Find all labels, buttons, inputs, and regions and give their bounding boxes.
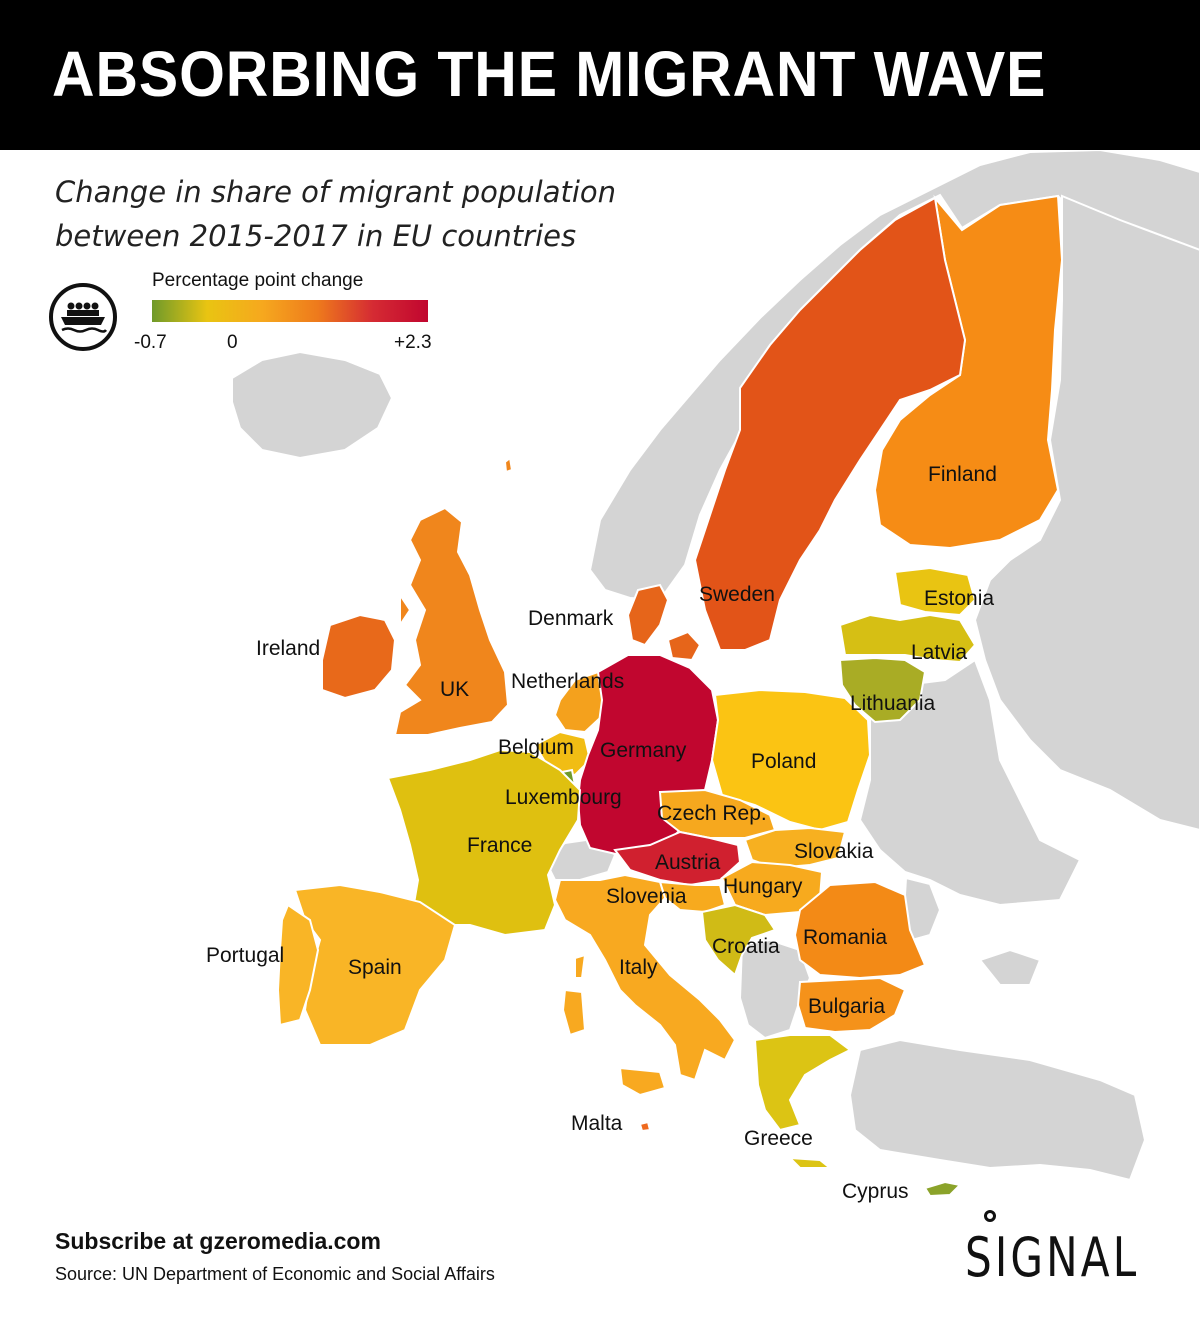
label-malta: Malta — [571, 1112, 623, 1135]
label-ireland: Ireland — [256, 637, 320, 660]
label-denmark: Denmark — [528, 607, 614, 630]
lithuania-shape[interactable] — [838, 656, 927, 724]
source-text: Source: UN Department of Economic and So… — [55, 1264, 495, 1284]
label-portugal: Portugal — [206, 944, 284, 967]
balkans-shape — [738, 938, 812, 1040]
eu-countries — [276, 194, 1064, 1198]
legend-color-bar — [152, 300, 428, 322]
greece-shape[interactable] — [753, 1034, 852, 1169]
brand-dot-icon — [984, 1210, 996, 1222]
bulgaria-shape[interactable] — [796, 976, 907, 1034]
legend-min-label: -0.7 — [134, 332, 167, 353]
subtitle: Change in share of migrant population be… — [55, 170, 616, 258]
label-hungary: Hungary — [723, 875, 803, 898]
sweden-shape[interactable] — [693, 196, 967, 651]
russia-north-shape — [973, 194, 1200, 832]
label-cyprus: Cyprus — [842, 1180, 909, 1203]
non-eu-land — [231, 150, 1200, 1182]
subscribe-text: Subscribe at gzeromedia.com — [55, 1228, 381, 1254]
label-spain: Spain — [348, 956, 402, 979]
estonia-shape[interactable] — [893, 566, 977, 617]
austria-shape[interactable] — [613, 830, 742, 887]
label-finland: Finland — [928, 463, 997, 486]
label-uk: UK — [440, 678, 469, 701]
label-greece: Greece — [744, 1127, 813, 1150]
legend-zero-label: 0 — [227, 332, 238, 353]
signal-logo: SIGNAL — [965, 1226, 1140, 1289]
label-latvia: Latvia — [911, 641, 967, 664]
country-labels: Finland Sweden Estonia Denmark Latvia Ir… — [206, 463, 997, 1203]
label-romania: Romania — [803, 926, 887, 949]
italy-shape[interactable] — [553, 873, 737, 1097]
cyprus-shape[interactable] — [923, 1180, 963, 1198]
migrant-boat-icon — [48, 282, 118, 352]
denmark-shape[interactable] — [626, 583, 702, 662]
iceland-shape — [231, 350, 394, 460]
label-belgium: Belgium — [498, 736, 574, 759]
turkey-shape — [848, 1038, 1147, 1182]
poland-shape[interactable] — [710, 688, 872, 832]
label-austria: Austria — [655, 851, 721, 874]
portugal-shape[interactable] — [276, 903, 320, 1027]
label-estonia: Estonia — [924, 587, 994, 610]
legend-title: Percentage point change — [152, 270, 364, 291]
malta-shape[interactable] — [638, 1120, 652, 1133]
croatia-shape[interactable] — [700, 903, 777, 977]
title-banner: ABSORBING THE MIGRANT WAVE — [0, 0, 1200, 150]
label-croatia: Croatia — [712, 935, 780, 958]
latvia-shape[interactable] — [838, 613, 977, 664]
legend-max-label: +2.3 — [394, 332, 432, 353]
label-netherlands: Netherlands — [511, 670, 624, 693]
label-czech: Czech Rep. — [657, 802, 767, 825]
ireland-shape[interactable] — [321, 613, 397, 700]
romania-shape[interactable] — [793, 880, 927, 980]
label-germany: Germany — [600, 739, 687, 762]
label-sweden: Sweden — [699, 583, 775, 606]
subtitle-line-2: between 2015-2017 in EU countries — [55, 219, 577, 253]
faroe-shape — [503, 456, 514, 474]
label-luxembourg: Luxembourg — [505, 786, 622, 809]
label-slovakia: Slovakia — [794, 840, 874, 863]
caucasus-shape — [978, 948, 1042, 986]
label-slovenia: Slovenia — [606, 885, 687, 908]
subtitle-line-1: Change in share of migrant population — [55, 175, 617, 209]
label-lithuania: Lithuania — [850, 692, 936, 715]
label-italy: Italy — [619, 956, 658, 979]
uk-shape[interactable] — [393, 506, 510, 736]
france-shape[interactable] — [386, 748, 582, 937]
page-title: ABSORBING THE MIGRANT WAVE — [52, 38, 1047, 110]
belarus-ukraine-shape — [858, 658, 1082, 907]
label-france: France — [467, 834, 532, 857]
europe-map: Finland Sweden Estonia Denmark Latvia Ir… — [206, 150, 1200, 1203]
label-bulgaria: Bulgaria — [808, 995, 885, 1018]
label-poland: Poland — [751, 750, 816, 773]
